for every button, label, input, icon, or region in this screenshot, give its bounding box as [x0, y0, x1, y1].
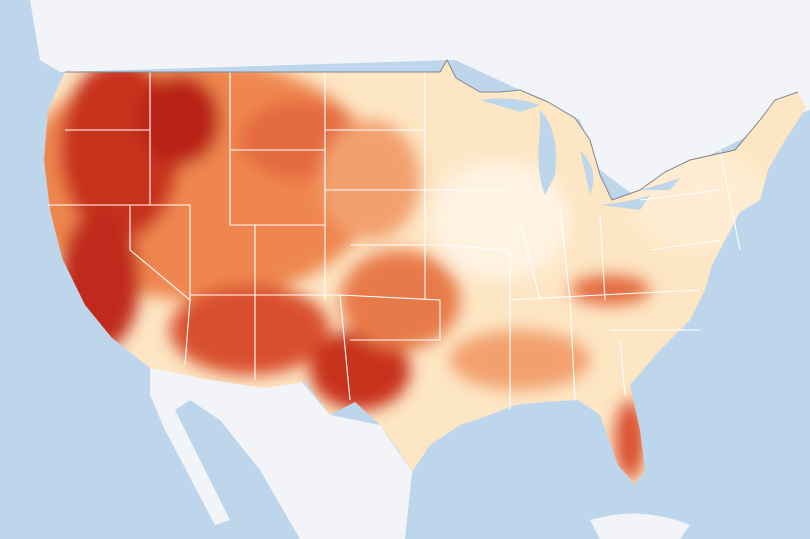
heat-southwest [170, 285, 330, 375]
state-lines [48, 72, 741, 410]
state-borders [48, 72, 741, 410]
cuba [590, 513, 690, 539]
heat-plains [340, 250, 460, 350]
heat-idaho [140, 75, 220, 165]
canada [0, 0, 810, 200]
heat-appalachia [570, 275, 650, 305]
heat-dakotas [320, 120, 420, 240]
heat-florida [615, 400, 645, 480]
mexico [150, 368, 412, 539]
heat-gulf [450, 330, 590, 390]
heat-texas-west [310, 330, 410, 410]
national-border [65, 58, 799, 201]
